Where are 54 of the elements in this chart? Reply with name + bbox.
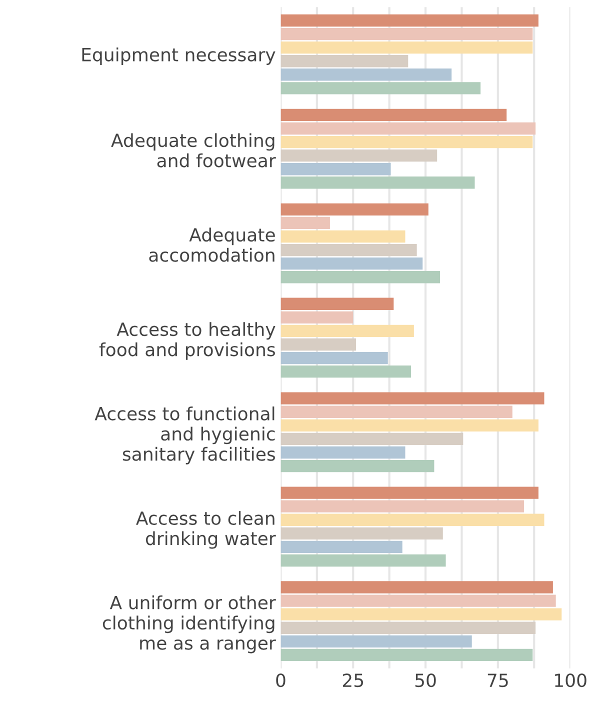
bar (280, 446, 406, 459)
bar (280, 311, 354, 324)
y-tick-label: Access to healthy food and provisions (99, 322, 276, 360)
x-tick-label: 0 (276, 674, 286, 688)
y-tick-label: Adequate accomodation (149, 228, 275, 262)
bar (280, 244, 417, 256)
y-tick-label: A uniform or other clothing identifying me as a ranger (102, 595, 276, 654)
bar (280, 406, 512, 418)
bar (280, 41, 533, 54)
bar (280, 324, 414, 338)
y-tick-label: Adequate clothing and footwear (111, 133, 276, 168)
bar (280, 203, 428, 216)
bar (280, 554, 446, 567)
bar (280, 149, 438, 162)
y-tick-label: Equipment necessary (82, 47, 276, 65)
bar (280, 257, 423, 270)
bar (280, 635, 472, 648)
bar (280, 271, 440, 284)
bar (280, 540, 402, 554)
bar (280, 622, 536, 634)
x-tick-label: 100 (555, 674, 586, 688)
y-tick-label: Access to clean drinking water (136, 511, 276, 549)
bar (280, 338, 356, 351)
x-tick-label: 75 (488, 674, 508, 688)
bar (280, 500, 524, 512)
bar (280, 230, 406, 243)
bar (280, 55, 408, 68)
bar (280, 648, 533, 662)
bar (280, 432, 464, 446)
bar (280, 581, 553, 594)
bar (280, 365, 412, 378)
bar (280, 594, 556, 607)
bar (280, 14, 538, 27)
bar (280, 352, 388, 364)
bar (280, 216, 330, 230)
bar (280, 163, 391, 176)
bar (280, 392, 544, 404)
bar (280, 486, 538, 499)
bar (280, 122, 536, 135)
bar (280, 136, 533, 148)
bar (280, 298, 394, 310)
bar (280, 419, 538, 432)
bar (280, 514, 544, 526)
x-tick-label: 25 (342, 674, 364, 688)
bar (280, 68, 452, 81)
bar (280, 82, 481, 94)
bar (280, 608, 562, 620)
bar (280, 527, 443, 540)
x-tick-label: 50 (415, 674, 436, 688)
bar (280, 176, 475, 189)
y-tick-label: Access to functional and hygienic sanitary facilities (94, 406, 275, 464)
bar (280, 460, 434, 472)
bar (280, 28, 533, 40)
bar (280, 108, 507, 122)
